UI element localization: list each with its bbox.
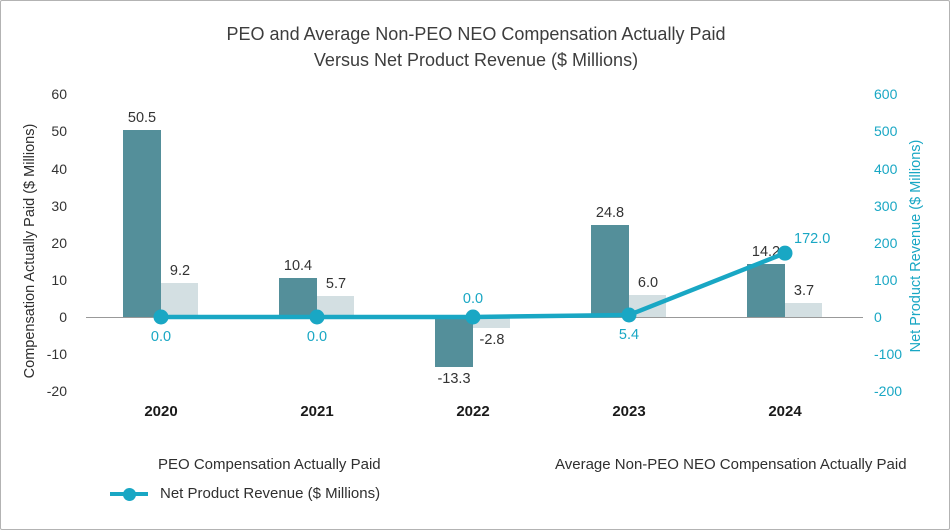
legend-label-peo: PEO Compensation Actually Paid xyxy=(158,456,381,473)
bar-value-label: -2.8 xyxy=(479,332,505,349)
bar-nonpeo xyxy=(785,303,822,317)
left-axis-tick: 20 xyxy=(51,234,67,251)
x-axis-label: 2020 xyxy=(144,403,178,420)
bar-nonpeo xyxy=(161,282,198,317)
right-axis-tick: 600 xyxy=(874,86,898,103)
revenue-swatch-marker-icon xyxy=(123,487,136,501)
left-axis-tick: 60 xyxy=(51,86,67,103)
bar-value-label: 50.5 xyxy=(127,109,157,126)
bar-nonpeo xyxy=(317,295,354,317)
right-axis-tick: 500 xyxy=(874,123,898,140)
bar-value-label: 9.2 xyxy=(169,262,191,279)
right-axis-tick: 200 xyxy=(874,234,898,251)
legend-item-peo: PEO Compensation Actually Paid xyxy=(113,456,381,473)
legend-item-revenue: Net Product Revenue ($ Millions) xyxy=(110,485,380,502)
x-axis-label: 2021 xyxy=(300,403,334,420)
chart-title-line1: PEO and Average Non-PEO NEO Compensation… xyxy=(226,24,726,44)
right-axis-tick: -100 xyxy=(874,346,903,363)
peo-swatch xyxy=(113,459,146,471)
right-axis-tick: -200 xyxy=(874,383,903,400)
chart-title-line2: Versus Net Product Revenue ($ Millions) xyxy=(313,50,639,70)
x-axis-label: 2023 xyxy=(612,403,646,420)
bar-peo xyxy=(591,224,629,317)
bar-value-label: -13.3 xyxy=(437,371,471,388)
legend-item-nonpeo: Average Non-PEO NEO Compensation Actuall… xyxy=(510,456,907,473)
right-axis-tick: 400 xyxy=(874,160,898,177)
legend-label-revenue: Net Product Revenue ($ Millions) xyxy=(160,485,381,502)
left-axis-tick: 10 xyxy=(51,271,67,288)
bar-value-label: 6.0 xyxy=(637,274,659,291)
bar-value-label: 24.8 xyxy=(595,204,625,221)
revenue-value-label: 5.4 xyxy=(618,326,640,343)
left-axis-tick: -10 xyxy=(46,346,67,363)
bar-nonpeo xyxy=(629,294,666,317)
nonpeo-swatch xyxy=(510,459,543,471)
right-axis-tick: 100 xyxy=(874,271,898,288)
revenue-line-swatch xyxy=(110,487,148,501)
bar-peo xyxy=(435,318,473,368)
right-axis-tick: 0 xyxy=(874,309,882,325)
x-axis-label: 2022 xyxy=(456,403,490,420)
bar-nonpeo xyxy=(473,318,510,329)
bar-value-label: 10.4 xyxy=(283,258,313,275)
revenue-value-label: 0.0 xyxy=(306,329,328,345)
legend-label-nonpeo: Average Non-PEO NEO Compensation Actuall… xyxy=(555,456,907,473)
chart-title: PEO and Average Non-PEO NEO Compensation… xyxy=(1,21,949,73)
revenue-line xyxy=(161,251,786,320)
left-axis-tick: 40 xyxy=(51,160,67,177)
bar-value-label: 5.7 xyxy=(325,275,347,292)
bar-peo xyxy=(123,129,161,317)
left-axis-tick: 0 xyxy=(59,309,67,325)
bar-value-label: 14.2 xyxy=(751,244,781,261)
revenue-value-label: 0.0 xyxy=(462,291,484,307)
revenue-value-label: 172.0 xyxy=(794,231,831,248)
right-axis-tick: 300 xyxy=(874,197,898,214)
bar-value-label: 3.7 xyxy=(793,283,815,300)
left-axis-tick: 30 xyxy=(51,197,67,214)
left-axis-tick: -20 xyxy=(46,383,67,400)
revenue-value-label: 0.0 xyxy=(150,329,172,345)
x-axis-label: 2024 xyxy=(768,403,802,420)
left-axis-tick: 50 xyxy=(51,123,67,140)
